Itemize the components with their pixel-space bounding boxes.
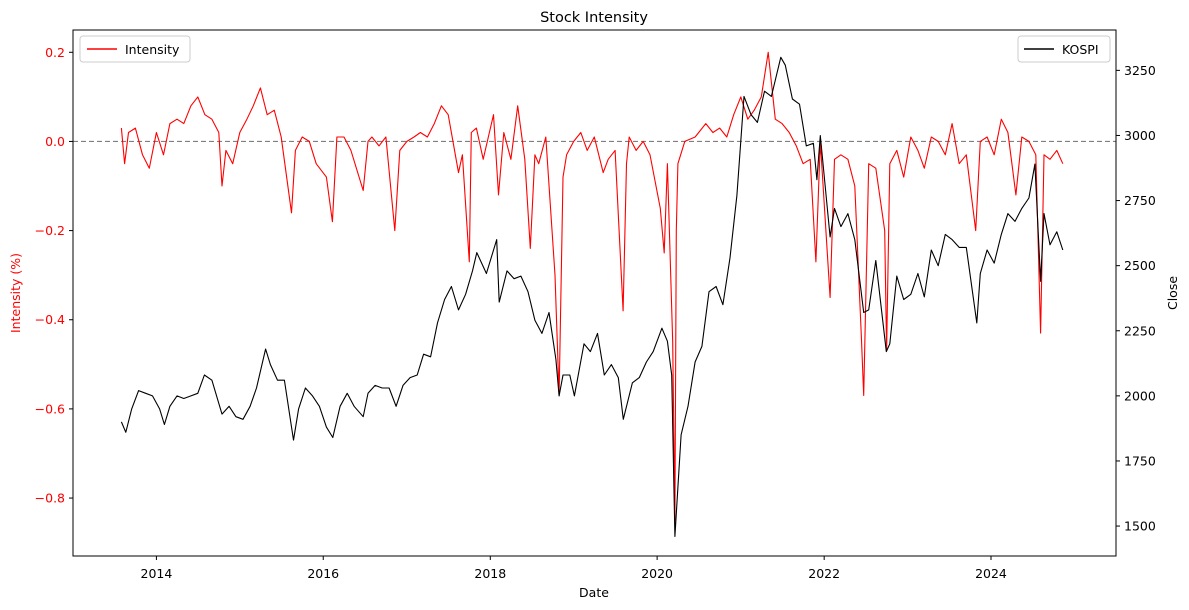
right-tick-label: 2750 bbox=[1124, 193, 1156, 208]
x-tick-label: 2018 bbox=[474, 566, 506, 581]
x-tick-label: 2014 bbox=[141, 566, 173, 581]
left-axis-ticks: 0.2 0.0 −0.2 −0.4 −0.6 −0.8 bbox=[35, 45, 73, 506]
legend-kospi: KOSPI bbox=[1017, 35, 1111, 63]
left-axis-label: Intensity (%) bbox=[8, 253, 23, 333]
x-tick-label: 2022 bbox=[808, 566, 840, 581]
left-tick-label: 0.0 bbox=[45, 134, 65, 149]
x-tick-label: 2016 bbox=[307, 566, 339, 581]
chart-title: Stock Intensity bbox=[540, 10, 648, 26]
right-tick-label: 2500 bbox=[1124, 258, 1156, 273]
right-tick-label: 3000 bbox=[1124, 128, 1156, 143]
series-line-kospi bbox=[120, 56, 1064, 538]
right-axis-ticks: 3250 3000 2750 2500 2250 2000 1750 1500 bbox=[1116, 63, 1156, 534]
left-tick-label: −0.2 bbox=[35, 223, 65, 238]
left-tick-label: −0.8 bbox=[35, 491, 65, 506]
x-tick-label: 2020 bbox=[641, 566, 673, 581]
legend-intensity-label: Intensity bbox=[125, 42, 180, 57]
left-tick-label: 0.2 bbox=[45, 45, 65, 60]
left-tick-label: −0.6 bbox=[35, 401, 65, 416]
x-tick-label: 2024 bbox=[975, 566, 1007, 581]
right-tick-label: 1500 bbox=[1124, 519, 1156, 534]
legend-kospi-label: KOSPI bbox=[1062, 42, 1099, 57]
legend-intensity-box bbox=[79, 35, 191, 63]
x-axis-label: Date bbox=[579, 585, 609, 600]
x-axis-ticks: 2014 2016 2018 2020 2022 2024 bbox=[141, 556, 1007, 581]
legend-kospi-box bbox=[1017, 35, 1111, 63]
series-line-intensity bbox=[120, 51, 1064, 521]
plot-marks bbox=[73, 51, 1116, 538]
right-tick-label: 1750 bbox=[1124, 453, 1156, 468]
right-tick-label: 3250 bbox=[1124, 63, 1156, 78]
right-axis-label: Close bbox=[1165, 276, 1180, 310]
right-tick-label: 2000 bbox=[1124, 388, 1156, 403]
right-tick-label: 2250 bbox=[1124, 323, 1156, 338]
legend-intensity: Intensity bbox=[79, 35, 191, 63]
plot-frame bbox=[72, 29, 1117, 557]
left-tick-label: −0.4 bbox=[35, 312, 65, 327]
